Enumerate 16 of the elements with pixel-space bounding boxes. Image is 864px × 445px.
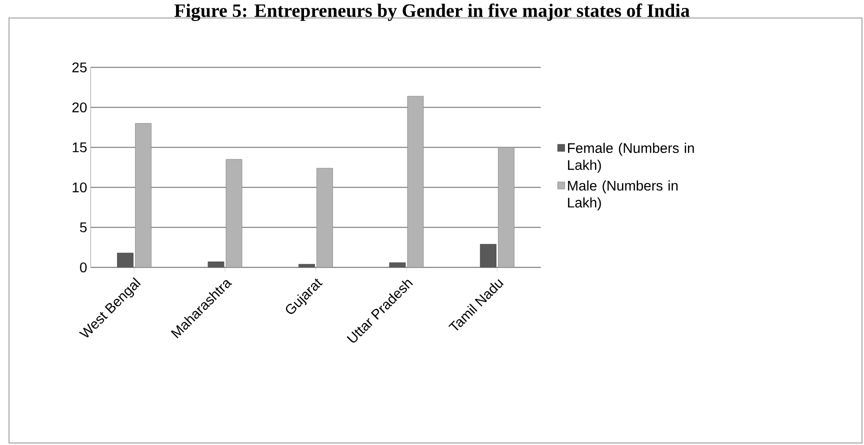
y-tick-label: 5 — [80, 222, 87, 232]
y-tick-label: 10 — [72, 182, 87, 192]
legend-label: Male (Numbers in Lakh) — [568, 180, 678, 210]
y-tick-label: 15 — [72, 142, 87, 152]
bar — [117, 252, 134, 268]
chart-title: Figure 5: Entrepreneurs by Gender in five major states of India — [174, 4, 690, 22]
y-tick-label: 25 — [72, 62, 87, 72]
legend-label: Female (Numbers in Lakh) — [568, 142, 694, 173]
y-tick-label: 0 — [80, 262, 87, 272]
bar — [226, 159, 242, 268]
bar — [480, 244, 496, 268]
bar — [407, 96, 424, 268]
bar — [316, 168, 333, 268]
bar — [135, 123, 152, 268]
y-tick-label: 20 — [72, 102, 87, 112]
bar — [498, 147, 514, 268]
